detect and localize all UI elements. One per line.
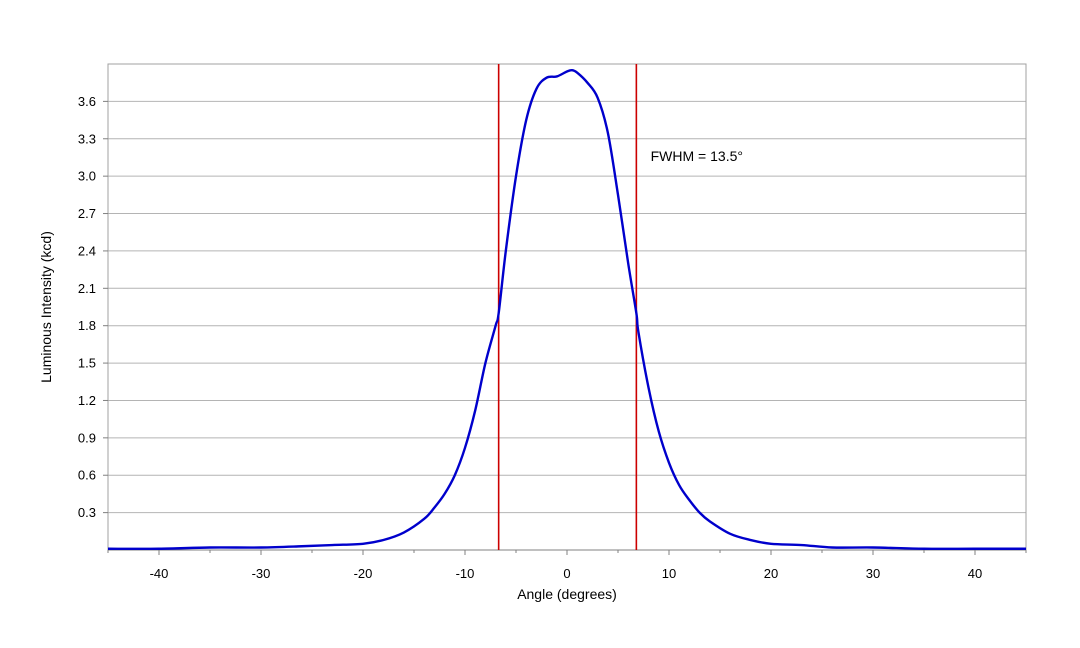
y-tick-label: 2.4 — [78, 243, 96, 258]
y-tick-label: 0.9 — [78, 430, 96, 445]
y-axis: 0.3 0.6 0.9 1.2 1.5 1.8 2.1 2.4 2.7 3.0 3.3 3.6 — [78, 94, 108, 520]
x-tick-label: 30 — [866, 566, 880, 581]
y-axis-label: Luminous Intensity (kcd) — [38, 231, 54, 383]
series-group — [107, 68, 1026, 551]
x-tick-label: -30 — [252, 566, 271, 581]
reference-lines — [497, 64, 638, 550]
x-tick-label: 10 — [662, 566, 676, 581]
y-tick-label: 0.3 — [78, 505, 96, 520]
x-tick-label: 0 — [563, 566, 570, 581]
intensity-curve — [107, 68, 1026, 551]
y-tick-label: 3.0 — [78, 169, 96, 184]
x-tick-label: -10 — [456, 566, 475, 581]
grid — [108, 100, 1026, 514]
x-tick-label: 40 — [968, 566, 982, 581]
x-tick-label: -40 — [150, 566, 169, 581]
y-tick-label: 2.7 — [78, 206, 96, 221]
y-tick-label: 1.5 — [78, 356, 96, 371]
plot-frame — [107, 63, 1027, 551]
y-tick-label: 1.2 — [78, 393, 96, 408]
x-tick-label: -20 — [354, 566, 373, 581]
x-axis-label: Angle (degrees) — [517, 586, 617, 602]
fwhm-annotation: FWHM = 13.5° — [651, 148, 743, 164]
x-tick-label: 20 — [764, 566, 778, 581]
y-tick-label: 2.1 — [78, 281, 96, 296]
y-tick-label: 3.3 — [78, 131, 96, 146]
y-tick-label: 3.6 — [78, 94, 96, 109]
y-tick-label: 1.8 — [78, 318, 96, 333]
x-axis: -40 -30 -20 -10 0 10 20 30 40 — [107, 549, 1027, 581]
y-tick-label: 0.6 — [78, 468, 96, 483]
